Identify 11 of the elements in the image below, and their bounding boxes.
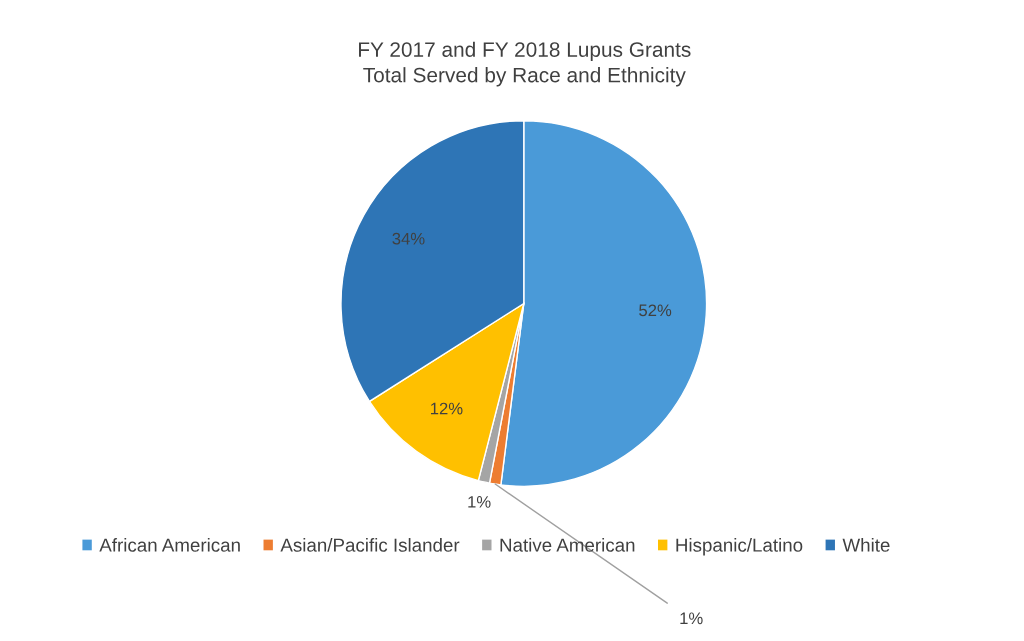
legend-label: White — [842, 538, 890, 552]
data-label: 34% — [392, 232, 425, 245]
data-label: 1% — [680, 612, 703, 625]
data-label: 1% — [468, 496, 491, 508]
legend-label: Hispanic/Latino — [676, 538, 803, 556]
chart-title: FY 2017 and FY 2018 Lupus Grants Total Served by Race and Ethnicity — [359, 41, 691, 87]
legend-label: African American — [99, 538, 240, 552]
data-label: 12% — [431, 402, 463, 415]
legend-label: Asian/Pacific Islander — [280, 538, 460, 552]
legend-label: Native American — [500, 538, 635, 552]
data-label: 52% — [639, 304, 672, 317]
